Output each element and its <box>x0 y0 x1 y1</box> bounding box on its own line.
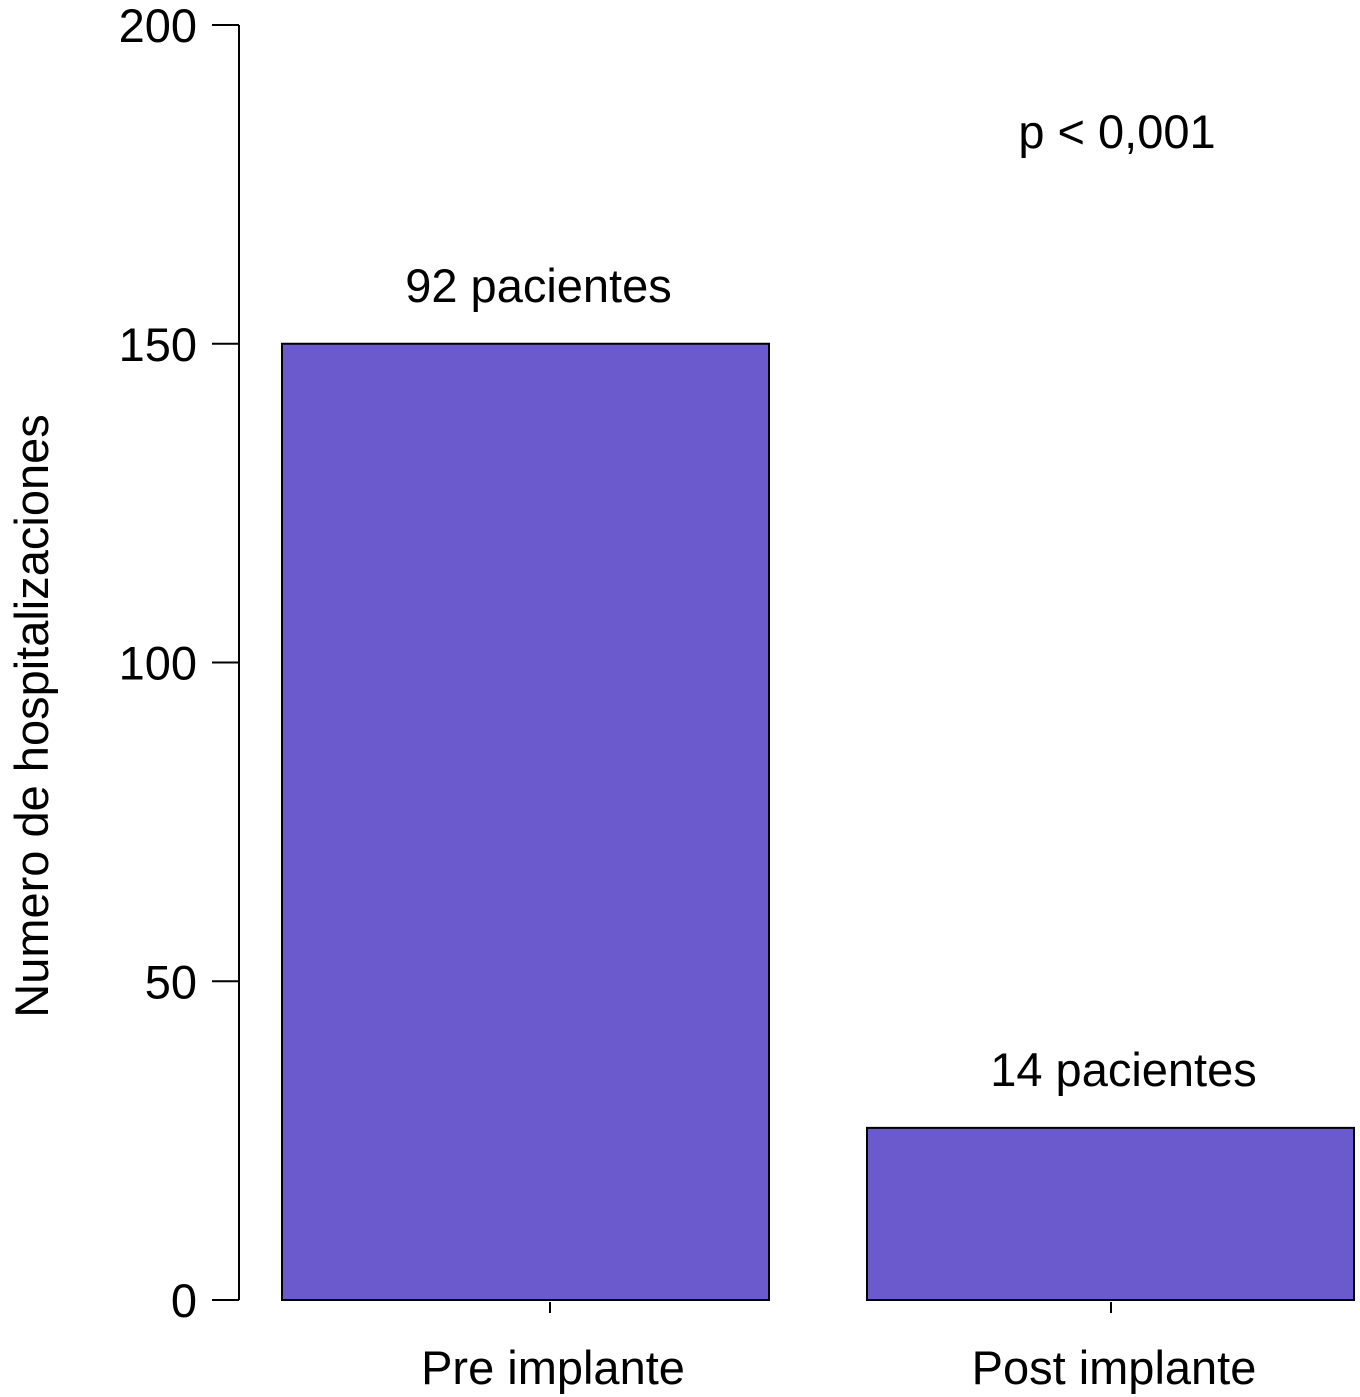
y-tick-label: 200 <box>119 0 197 52</box>
y-axis-label: Numero de hospitalizaciones <box>5 414 58 1018</box>
x-axis: Pre implante Post implante <box>421 1302 1256 1394</box>
x-category-label: Pre implante <box>421 1341 685 1394</box>
bar-2 <box>866 1126 1355 1301</box>
y-tick-label: 100 <box>119 637 197 690</box>
p-value-annotation: p < 0,001 <box>1018 105 1215 158</box>
y-tick-label: 0 <box>171 1274 197 1327</box>
y-tick-label: 50 <box>145 955 197 1008</box>
bar-label: 14 pacientes <box>990 1043 1257 1096</box>
bar-label: 92 pacientes <box>405 259 672 312</box>
bars: 92 pacientes 14 pacientes <box>281 259 1355 1301</box>
y-tick-label: 150 <box>119 318 197 371</box>
y-axis: 0 50 100 150 200 <box>119 0 240 1327</box>
bar-1 <box>281 342 770 1301</box>
x-category-label: Post implante <box>972 1341 1257 1394</box>
